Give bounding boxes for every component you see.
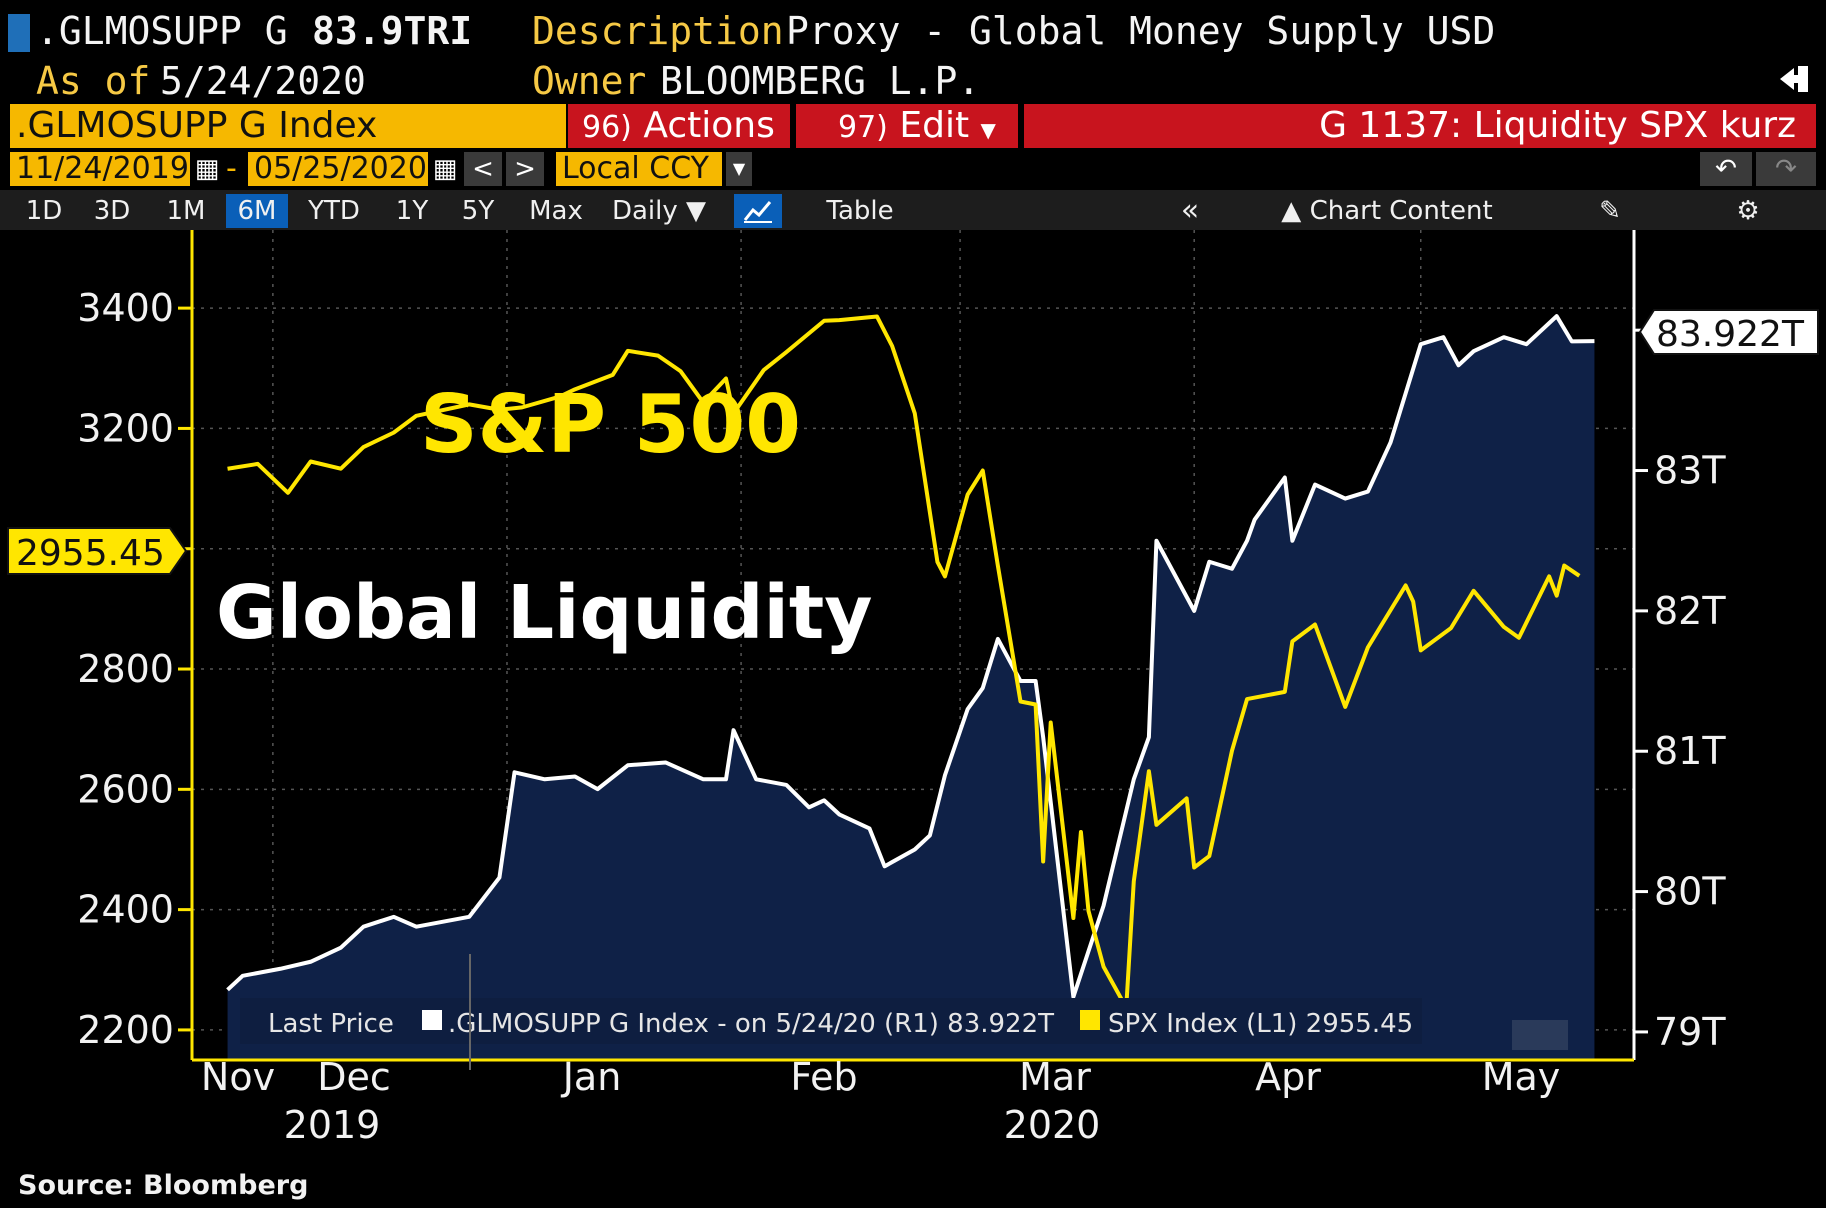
- previous-period-button[interactable]: <: [464, 152, 502, 186]
- right-tick-label: 79T: [1654, 1010, 1726, 1054]
- liquidity-series-line: [226, 314, 1595, 999]
- liquidity-annotation: Global Liquidity: [216, 570, 872, 656]
- owner-name: BLOOMBERG L.P.: [660, 59, 981, 103]
- x-tick-label: May: [1482, 1055, 1561, 1099]
- x-axis-ticks: Nov Dec Jan Feb Mar Apr May: [201, 1055, 1560, 1099]
- range-1y[interactable]: 1Y: [395, 196, 429, 226]
- legend-liquidity-entry: .GLMOSUPP G Index - on 5/24/20 (R1) 83.9…: [448, 1009, 1054, 1039]
- x-tick-label: Feb: [790, 1055, 857, 1099]
- left-tick-label: 3200: [77, 406, 174, 450]
- actions-shortcut: 96): [582, 110, 632, 145]
- line-chart-icon[interactable]: [734, 194, 782, 228]
- edit-chart-icon[interactable]: ✎: [1599, 196, 1621, 226]
- range-6m[interactable]: 6M: [226, 194, 288, 228]
- chevron-down-icon: ▼: [686, 196, 707, 226]
- end-date-input[interactable]: 05/25/2020: [248, 152, 428, 186]
- left-tick-label: 2400: [77, 888, 174, 932]
- range-ytd[interactable]: YTD: [308, 196, 360, 226]
- range-1d[interactable]: 1D: [25, 196, 63, 226]
- chevron-down-icon[interactable]: ▼: [726, 152, 752, 186]
- index-name-field[interactable]: .GLMOSUPP G Index: [10, 104, 566, 148]
- currency-select[interactable]: Local CCY: [556, 152, 722, 186]
- right-tick-label: 81T: [1654, 729, 1726, 773]
- right-tick-label: 83T: [1654, 449, 1726, 493]
- liquidity-last-marker: 83.922T: [1638, 309, 1819, 355]
- left-axis-ticks: 2200240026002800300032003400: [77, 286, 192, 1052]
- x-tick-label: Apr: [1255, 1055, 1321, 1099]
- chart-content-button[interactable]: ▲ Chart Content: [1262, 194, 1512, 228]
- table-button[interactable]: Table: [826, 196, 894, 226]
- chart-name-field[interactable]: G 1137: Liquidity SPX kurz: [1024, 104, 1816, 148]
- next-period-button[interactable]: >: [506, 152, 544, 186]
- ticker-marker: [8, 14, 30, 52]
- export-icon[interactable]: [1778, 62, 1812, 96]
- spx-last-marker: 2955.45: [7, 527, 188, 575]
- toolbar-primary: .GLMOSUPP G Index 96) Actions ▼ 97) Edit…: [0, 104, 1826, 188]
- spx-last-value: 2955.45: [16, 533, 165, 574]
- security-header: .GLMOSUPP G 83.9TRI Description Proxy - …: [0, 6, 1826, 56]
- frequency-select[interactable]: Daily ▼: [604, 194, 714, 228]
- as-of-date: 5/24/2020: [160, 59, 366, 103]
- chart-content-label: Chart Content: [1309, 196, 1493, 226]
- x-tick-label: Jan: [561, 1055, 622, 1099]
- year-label-2020: 2020: [1004, 1103, 1101, 1147]
- legend-spx-entry: SPX Index (L1) 2955.45: [1108, 1009, 1413, 1039]
- x-tick-label: Nov: [201, 1055, 275, 1099]
- ticker-value: 83.9TRI: [312, 9, 473, 53]
- legend-spx-swatch: [1080, 1010, 1100, 1030]
- source-note: Source: Bloomberg: [18, 1170, 309, 1201]
- liquidity-area-fill: [227, 316, 1595, 1060]
- year-label-2019: 2019: [284, 1103, 381, 1147]
- edit-label: Edit: [899, 105, 970, 146]
- chevron-down-icon: ▼: [980, 118, 996, 142]
- left-tick-label: 2600: [77, 767, 174, 811]
- axes: [190, 230, 1636, 1062]
- actions-label: Actions: [643, 105, 775, 146]
- calendar-icon[interactable]: ▦: [432, 152, 458, 186]
- x-tick-label: Mar: [1019, 1055, 1091, 1099]
- as-of-label: As of: [36, 59, 151, 103]
- start-date-input[interactable]: 11/24/2019: [10, 152, 190, 186]
- edit-shortcut: 97): [838, 110, 888, 145]
- right-tick-label: 82T: [1654, 589, 1726, 633]
- range-3d[interactable]: 3D: [93, 196, 131, 226]
- legend: Last Price .GLMOSUPP G Index - on 5/24/2…: [240, 998, 1568, 1050]
- collapse-icon[interactable]: «: [1180, 193, 1200, 228]
- ticker-symbol: .GLMOSUPP G: [36, 9, 288, 53]
- left-tick-label: 3400: [77, 286, 174, 330]
- actions-button[interactable]: 96) Actions ▼: [568, 104, 790, 188]
- security-subheader: As of 5/24/2020 Owner BLOOMBERG L.P.: [0, 58, 1826, 104]
- redo-icon[interactable]: ↷: [1756, 152, 1816, 186]
- range-5y[interactable]: 5Y: [461, 196, 495, 226]
- spx-annotation: S&P 500: [420, 378, 801, 471]
- chart-area: 2200240026002800300032003400 79T80T81T82…: [7, 230, 1819, 1147]
- range-max[interactable]: Max: [529, 196, 583, 226]
- right-axis-ticks: 79T80T81T82T83T84T: [1634, 308, 1726, 1054]
- calendar-icon[interactable]: ▦: [194, 152, 220, 186]
- resize-legend-icon[interactable]: [1512, 1020, 1568, 1050]
- left-tick-label: 2800: [77, 647, 174, 691]
- liquidity-last-value: 83.922T: [1656, 314, 1805, 355]
- chart-icon: ▲: [1281, 196, 1302, 226]
- owner-label: Owner: [532, 59, 647, 103]
- toolbar-ranges: 1D 3D 1M 6M YTD 1Y 5Y Max Daily ▼ Table …: [0, 190, 1826, 230]
- edit-button[interactable]: 97) Edit ▼: [796, 104, 1018, 148]
- frequency-label: Daily: [611, 196, 678, 226]
- left-tick-label: 2200: [77, 1008, 174, 1052]
- right-tick-label: 80T: [1654, 870, 1726, 914]
- x-tick-label: Dec: [317, 1055, 391, 1099]
- gear-icon[interactable]: ⚙: [1736, 196, 1760, 226]
- undo-icon[interactable]: ↶: [1700, 152, 1752, 186]
- date-separator: -: [226, 151, 237, 186]
- description-text: Proxy - Global Money Supply USD: [786, 9, 1496, 53]
- range-1m[interactable]: 1M: [166, 196, 206, 226]
- legend-last-price: Last Price: [268, 1009, 394, 1039]
- spx-series-line: [227, 314, 1581, 1010]
- toolbar-dates: 11/24/2019 ▦ - 05/25/2020 ▦ < > Local CC…: [0, 150, 1826, 186]
- description-label: Description: [532, 9, 784, 53]
- legend-liquidity-swatch: [422, 1010, 442, 1030]
